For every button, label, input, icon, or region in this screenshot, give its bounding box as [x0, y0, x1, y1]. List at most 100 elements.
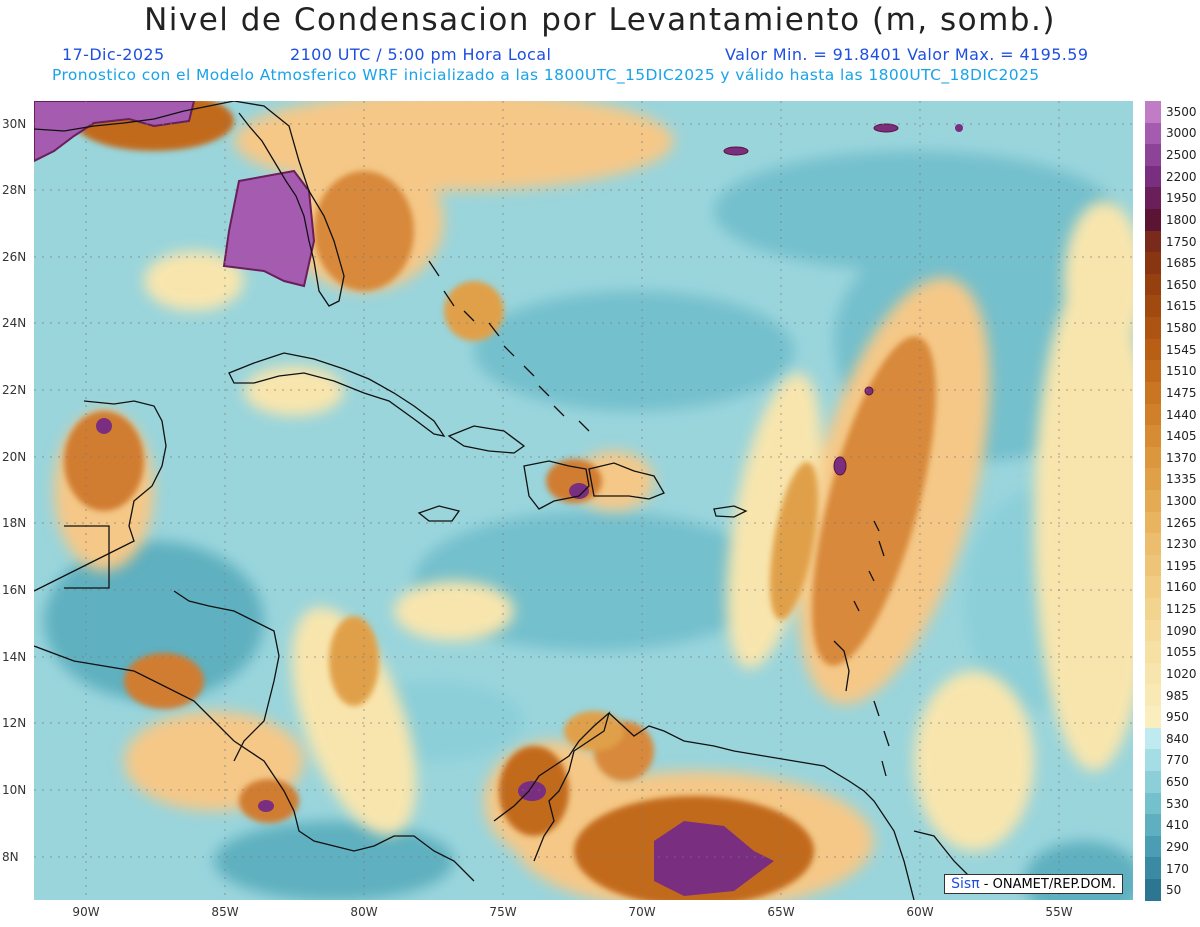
colorbar-label: 1440 [1166, 407, 1197, 422]
colorbar-label: 1510 [1166, 364, 1197, 379]
colorbar-label: 1950 [1166, 191, 1197, 206]
colorbar-swatch [1145, 165, 1161, 188]
colorbar-label: 985 [1166, 688, 1189, 703]
colorbar-swatch [1145, 684, 1161, 707]
forecast-time: 2100 UTC / 5:00 pm Hora Local [290, 45, 552, 64]
colorbar-label: 1300 [1166, 494, 1197, 508]
colorbar-swatch [1145, 381, 1161, 404]
lon-label: 90W [72, 905, 100, 919]
colorbar-label: 50 [1166, 883, 1182, 898]
colorbar-label: 1160 [1166, 580, 1197, 595]
colorbar-swatch [1145, 230, 1161, 253]
colorbar-label: 2500 [1166, 148, 1197, 163]
colorbar-label: 2200 [1166, 169, 1197, 184]
colorbar-swatch [1145, 770, 1161, 793]
colorbar-label: 1685 [1166, 256, 1197, 271]
colorbar-swatch [1145, 317, 1161, 339]
sisp-logo: Sisπ [951, 876, 980, 892]
colorbar-swatch [1145, 425, 1161, 447]
forecast-date: 17-Dic-2025 [62, 45, 165, 64]
colorbar-label: 840 [1166, 731, 1189, 746]
colorbar-swatch [1145, 511, 1161, 534]
lat-label: 20N [2, 450, 27, 464]
colorbar-swatch [1145, 792, 1161, 815]
colorbar-label: 1405 [1166, 429, 1197, 444]
colorbar-swatch [1145, 878, 1161, 901]
colorbar-label: 290 [1166, 839, 1189, 854]
colorbar-swatch [1145, 468, 1161, 490]
colorbar-label: 530 [1166, 796, 1189, 811]
colorbar-label: 1750 [1166, 234, 1197, 249]
colorbar-label: 1615 [1166, 299, 1197, 314]
colorbar-swatch [1145, 144, 1161, 166]
graticule [34, 101, 1133, 900]
lat-label: 26N [2, 250, 27, 264]
colorbar-swatch [1145, 122, 1161, 145]
colorbar-swatch [1145, 727, 1161, 750]
colorbar-swatch [1145, 273, 1161, 296]
map-canvas [34, 101, 1133, 900]
lon-label: 80W [350, 905, 378, 919]
colorbar-label: 1265 [1166, 515, 1197, 530]
colorbar-label: 3000 [1166, 126, 1197, 141]
colorbar-label: 1650 [1166, 277, 1197, 292]
colorbar-label: 1020 [1166, 666, 1197, 681]
colorbar-swatch [1145, 554, 1161, 577]
colorbar-swatch [1145, 533, 1161, 555]
colorbar-label: 1230 [1166, 537, 1197, 552]
min-max-values: Valor Min. = 91.8401 Valor Max. = 4195.5… [725, 45, 1089, 64]
colorbar-swatch [1145, 295, 1161, 318]
lon-label: 70W [628, 905, 656, 919]
colorbar-label: 1055 [1166, 645, 1197, 660]
lcl-map: Sisπ - ONAMET/REP.DOM. [34, 101, 1133, 900]
colorbar-swatch [1145, 857, 1161, 879]
colorbar-swatch [1145, 360, 1161, 382]
lat-label: 8N [2, 850, 19, 864]
coastlines [34, 101, 985, 900]
lon-label: 60W [906, 905, 934, 919]
colorbar-label: 1335 [1166, 472, 1197, 487]
lon-label: 85W [211, 905, 239, 919]
lat-label: 18N [2, 516, 27, 530]
colorbar-swatch [1145, 598, 1161, 620]
colorbar-label: 770 [1166, 753, 1189, 768]
colorbar-swatch [1145, 489, 1161, 512]
lat-label: 22N [2, 383, 27, 397]
colorbar-label: 1090 [1166, 623, 1197, 638]
lat-label: 16N [2, 583, 27, 597]
lat-label: 30N [2, 117, 27, 131]
colorbar-swatch [1145, 252, 1161, 274]
colorbar-swatch [1145, 641, 1161, 663]
credit-text: - ONAMET/REP.DOM. [979, 877, 1116, 892]
colorbar-swatch [1145, 835, 1161, 858]
colorbar-label: 170 [1166, 861, 1189, 876]
colorbar-label: 1580 [1166, 321, 1197, 336]
colorbar-label: 650 [1166, 775, 1189, 790]
colorbar-swatch [1145, 706, 1161, 728]
map-title: Nivel de Condensacion por Levantamiento … [144, 2, 1056, 38]
colorbar-label: 1545 [1166, 342, 1197, 357]
colorbar-swatch [1145, 338, 1161, 361]
lat-label: 10N [2, 783, 27, 797]
colorbar-swatch [1145, 814, 1161, 836]
lon-label: 75W [489, 905, 517, 919]
lat-label: 28N [2, 183, 27, 197]
colorbar-label: 1800 [1166, 212, 1197, 227]
lat-label: 14N [2, 650, 27, 664]
colorbar-swatch [1145, 209, 1161, 231]
lat-label: 24N [2, 316, 27, 330]
lat-label: 12N [2, 716, 27, 730]
colorbar-swatch [1145, 576, 1161, 599]
colorbar-swatch [1145, 749, 1161, 771]
colorbar-swatch [1145, 662, 1161, 685]
colorbar-label: 410 [1166, 818, 1189, 833]
colorbar-label: 1475 [1166, 385, 1197, 400]
colorbar-swatch [1145, 101, 1161, 123]
colorbar-label: 1125 [1166, 602, 1197, 617]
lon-label: 55W [1045, 905, 1073, 919]
colorbar [1145, 101, 1161, 901]
colorbar-label: 1195 [1166, 558, 1197, 573]
colorbar-label: 950 [1166, 710, 1189, 725]
colorbar-label: 1370 [1166, 450, 1197, 465]
colorbar-swatch [1145, 403, 1161, 426]
